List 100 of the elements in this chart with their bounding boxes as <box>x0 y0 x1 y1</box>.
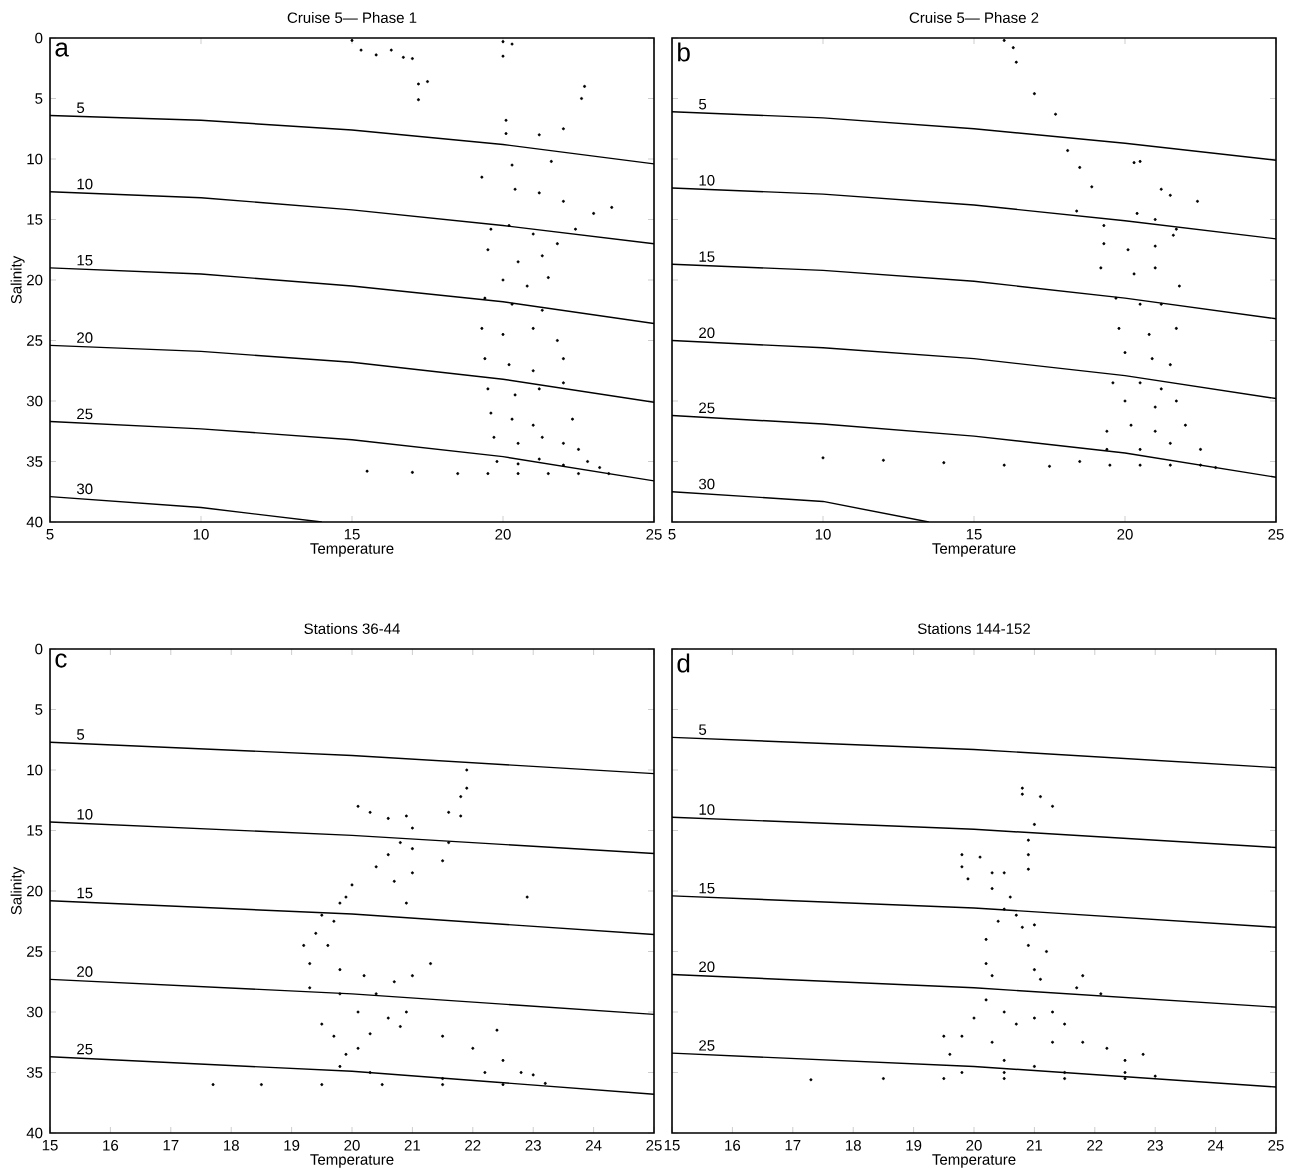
x-tick-label: 22 <box>465 1139 481 1151</box>
x-axis-title: Temperature <box>310 1154 394 1168</box>
point <box>1123 350 1127 354</box>
x-tick-label: 18 <box>846 1139 861 1151</box>
y-tick-label: 15 <box>27 825 43 836</box>
y-tick-label: 35 <box>26 1066 43 1078</box>
point <box>942 1076 946 1080</box>
y-tick-label: 40 <box>26 516 43 528</box>
point <box>1147 332 1151 336</box>
y-tick-label: 35 <box>26 455 43 467</box>
series-label: 10 <box>77 808 93 820</box>
point <box>1002 38 1006 42</box>
x-axis-title: Temperature <box>310 543 394 557</box>
point <box>1129 423 1133 427</box>
point <box>1138 159 1142 163</box>
x-tick-label: 25 <box>1268 528 1284 540</box>
point <box>990 1040 994 1044</box>
series-label: 15 <box>77 254 93 266</box>
point <box>984 961 988 965</box>
point <box>1014 60 1018 64</box>
point <box>1177 284 1181 288</box>
series-label: 5 <box>77 102 85 113</box>
series-label: 30 <box>698 478 715 490</box>
point <box>1051 1040 1055 1044</box>
x-tick-label: 5 <box>46 528 54 540</box>
x-axis-title: Temperature <box>932 543 1016 557</box>
x-tick-label: 10 <box>193 528 209 540</box>
point <box>1159 187 1163 191</box>
point <box>1063 1022 1067 1026</box>
point <box>1038 794 1042 798</box>
annotation: c <box>55 653 67 668</box>
point <box>1032 1064 1036 1068</box>
y-tick-label: 15 <box>27 214 43 225</box>
y-tick-label: 20 <box>27 885 43 897</box>
point <box>1141 1052 1145 1056</box>
point <box>1105 1046 1109 1050</box>
series-label: 25 <box>77 1043 93 1055</box>
point <box>990 871 994 875</box>
point <box>1099 266 1103 270</box>
x-tick-label: 24 <box>586 1139 602 1151</box>
chart-title: Cruise 5— Phase 1 <box>287 11 417 23</box>
y-tick-label: 0 <box>35 643 43 655</box>
series-label: 15 <box>699 251 715 262</box>
point <box>960 853 964 856</box>
point <box>1132 160 1136 164</box>
series-label: 30 <box>76 483 93 494</box>
x-tick-label: 16 <box>725 1139 741 1151</box>
x-tick-label: 15 <box>966 528 982 540</box>
point <box>972 1016 976 1020</box>
point <box>821 456 825 460</box>
point <box>1002 871 1006 875</box>
point <box>1032 923 1036 927</box>
x-tick-label: 23 <box>525 1139 541 1151</box>
point <box>1153 429 1157 433</box>
point <box>1032 1016 1036 1020</box>
point <box>1048 464 1051 468</box>
point <box>1020 925 1024 929</box>
point <box>1026 838 1030 842</box>
chart-title: Cruise 5— Phase 2 <box>909 11 1039 23</box>
x-tick-label: 25 <box>646 528 662 540</box>
x-tick-label: 15 <box>664 1139 680 1151</box>
annotation: d <box>677 653 690 673</box>
point <box>960 1070 964 1074</box>
point <box>1174 227 1178 231</box>
point <box>1174 326 1178 330</box>
point <box>881 458 885 462</box>
point <box>978 855 982 859</box>
point <box>1020 786 1024 790</box>
chart-title: Stations 36-44 <box>304 622 400 634</box>
point <box>942 461 946 464</box>
point <box>1105 429 1109 433</box>
point <box>1032 822 1036 826</box>
point <box>1195 199 1199 203</box>
point <box>1002 1010 1006 1014</box>
point <box>1075 986 1079 990</box>
y-tick-label: 40 <box>26 1127 43 1139</box>
point <box>1114 296 1118 300</box>
point <box>1078 459 1082 463</box>
y-tick-label: 5 <box>35 93 43 104</box>
point <box>1159 387 1163 391</box>
x-tick-label: 25 <box>1268 1139 1284 1151</box>
series-label: 10 <box>77 178 93 190</box>
annotation: b <box>678 42 690 62</box>
point <box>1138 381 1142 385</box>
series-label: 15 <box>77 887 93 899</box>
point <box>1020 792 1024 796</box>
series-label: 25 <box>699 1039 715 1051</box>
point <box>1051 1010 1055 1014</box>
point <box>1002 907 1006 911</box>
series-label: 20 <box>77 966 93 977</box>
point <box>990 886 994 890</box>
y-tick-label: 0 <box>35 32 43 44</box>
x-tick-label: 21 <box>404 1139 421 1151</box>
point <box>1153 1074 1157 1078</box>
point <box>1168 463 1172 467</box>
point <box>1032 91 1036 95</box>
x-tick-label: 20 <box>966 1139 982 1151</box>
point <box>1111 381 1115 385</box>
series-label: 5 <box>699 724 707 735</box>
x-tick-label: 20 <box>495 528 511 540</box>
